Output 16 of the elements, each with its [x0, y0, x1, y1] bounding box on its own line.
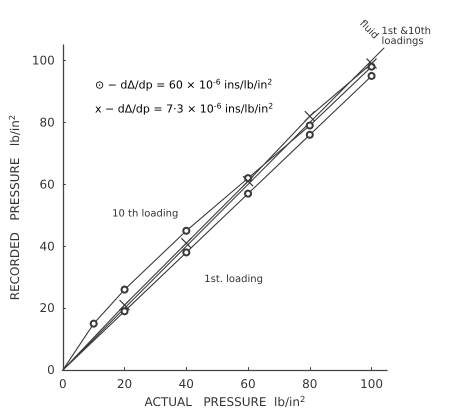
x-tick-label: 40 — [178, 377, 194, 392]
y-tick-label: 80 — [40, 115, 55, 130]
x-tick-label: 20 — [116, 377, 132, 392]
y-tick-label: 100 — [32, 53, 55, 68]
text: 1st. loading — [204, 274, 263, 285]
x-tick-label: 80 — [302, 377, 318, 392]
y-tick-label: 60 — [40, 177, 55, 192]
x-tick-label: 60 — [240, 377, 256, 392]
annotation: 1st &10th loadings — [382, 26, 434, 48]
y-tick-label: 20 — [40, 301, 55, 316]
y-axis-title: RECORDED PRESSURE lb/in2 — [7, 114, 22, 300]
x-tick-label: 100 — [360, 377, 384, 392]
y-tick-label: 0 — [47, 363, 55, 378]
series-label: 10 th loading — [112, 208, 178, 220]
y-tick-label: 40 — [40, 239, 55, 254]
x-tick-label: 0 — [58, 377, 67, 392]
